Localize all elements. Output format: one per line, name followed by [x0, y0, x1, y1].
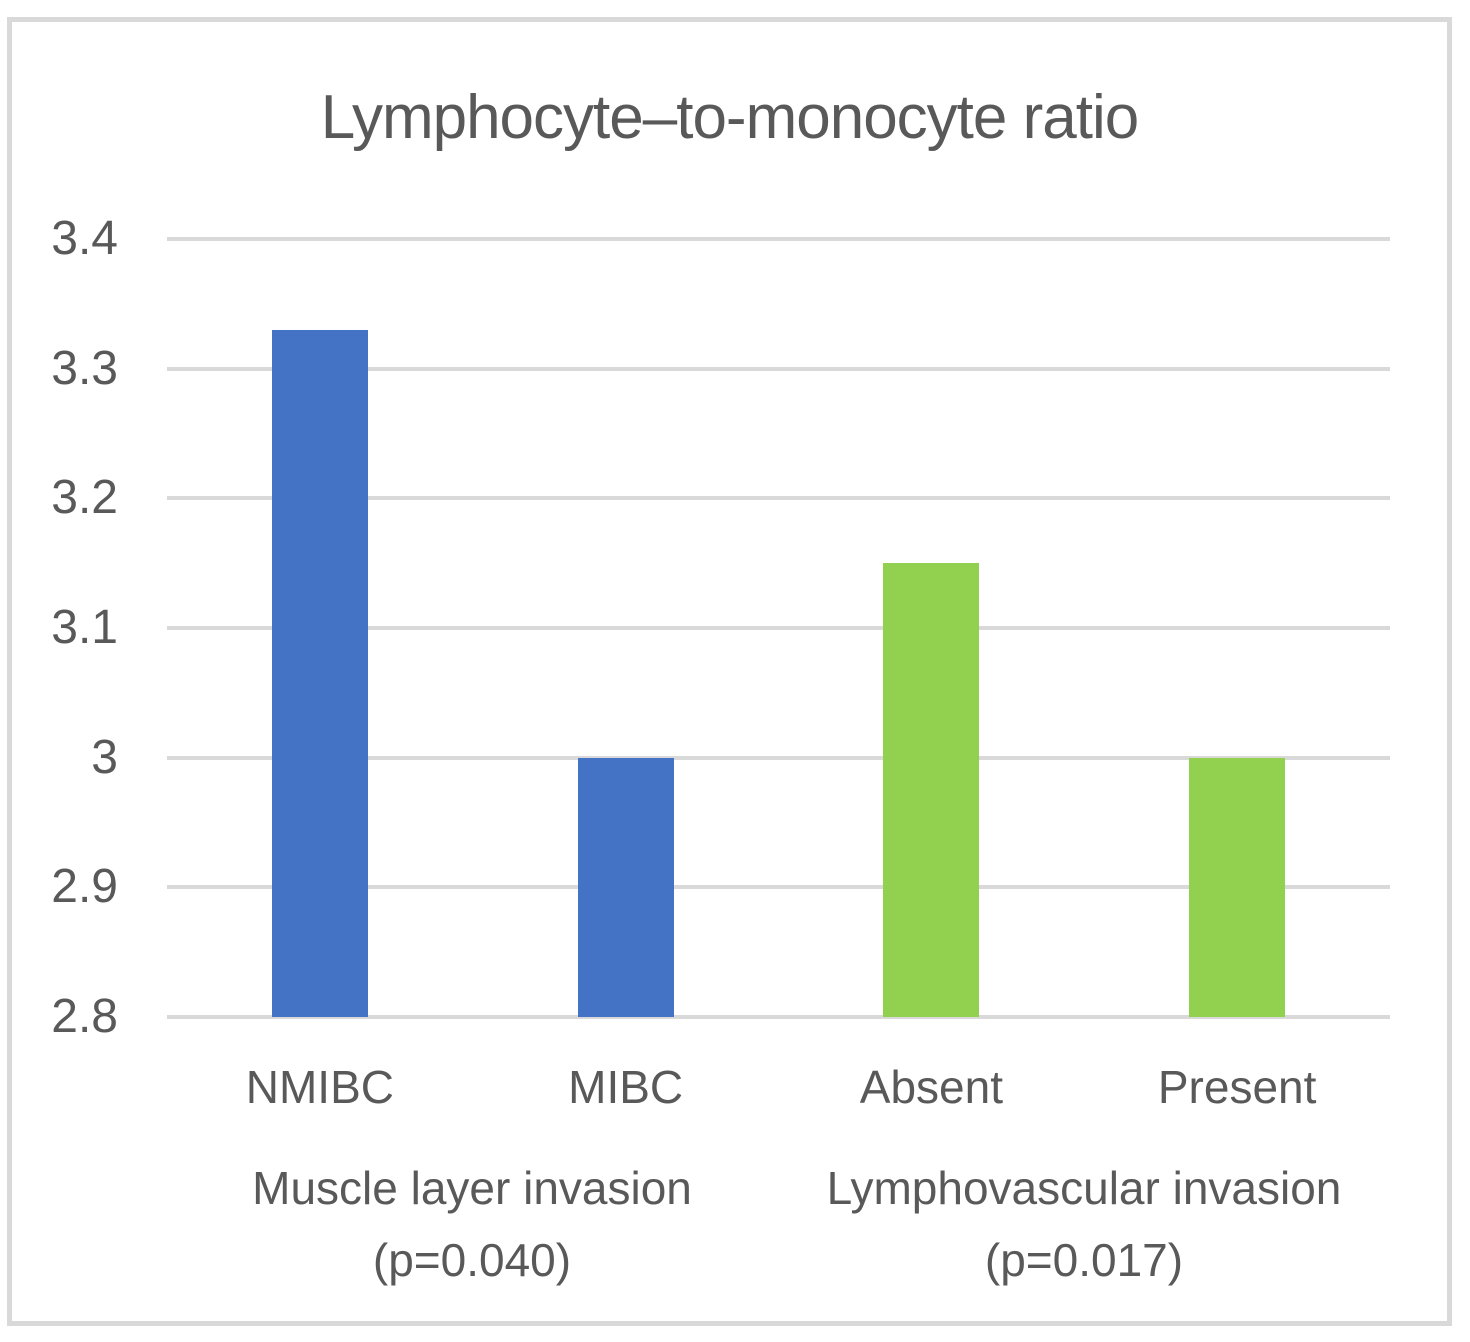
y-tick-label: 3.2	[51, 471, 118, 525]
group-label-text: Muscle layer invasion	[252, 1162, 692, 1214]
group-p-value: (p=0.017)	[984, 1234, 1184, 1286]
chart-title: Lymphocyte–to-monocyte ratio	[320, 83, 1139, 152]
bar-present	[1189, 757, 1286, 1017]
gridline	[167, 626, 1390, 630]
gridline	[167, 1015, 1390, 1019]
y-tick-label: 3.3	[51, 341, 118, 395]
gridline	[167, 496, 1390, 501]
group-label-muscle-layer-invasion: Muscle layer invasion (p=0.040)	[122, 1152, 822, 1296]
group-label-text: Lymphovascular invasion	[826, 1162, 1342, 1214]
gridline	[167, 755, 1390, 760]
bar-absent	[883, 563, 980, 1017]
category-label-present: Present	[1157, 1061, 1317, 1113]
gridline	[167, 366, 1390, 371]
bar-mibc	[577, 757, 674, 1017]
bar-nmibc	[271, 329, 368, 1017]
category-label-nmibc: NMIBC	[245, 1061, 394, 1113]
y-tick-label: 2.8	[51, 990, 118, 1043]
y-tick-label: 3.1	[51, 601, 118, 654]
category-label-absent: Absent	[859, 1061, 1003, 1113]
group-p-value: (p=0.040)	[372, 1234, 572, 1286]
group-label-lymphovascular-invasion: Lymphovascular invasion (p=0.017)	[734, 1152, 1434, 1296]
y-tick-label: 3.4	[51, 212, 118, 265]
category-label-mibc: MIBC	[568, 1061, 684, 1113]
gridline	[167, 885, 1390, 890]
gridline	[167, 237, 1390, 241]
y-tick-label: 2.9	[51, 860, 118, 914]
y-tick-label: 3	[91, 730, 118, 784]
chart-frame-border	[7, 17, 1452, 1326]
